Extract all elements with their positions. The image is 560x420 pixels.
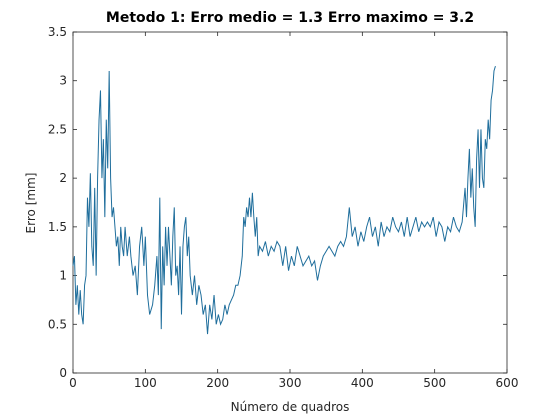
x-tick-label: 100 bbox=[134, 376, 157, 390]
x-tick-label: 400 bbox=[351, 376, 374, 390]
y-tick-label: 3.5 bbox=[48, 25, 67, 39]
x-tick-label: 300 bbox=[279, 376, 302, 390]
x-axis-label: Número de quadros bbox=[231, 400, 350, 414]
plot-frame bbox=[72, 31, 508, 374]
chart-title: Metodo 1: Erro medio = 1.3 Erro maximo =… bbox=[106, 10, 474, 26]
y-tick-label: 1 bbox=[59, 269, 67, 283]
y-tick-label: 2 bbox=[59, 171, 67, 185]
x-tick-label: 200 bbox=[206, 376, 229, 390]
y-tick-label: 3 bbox=[59, 74, 67, 88]
x-tick-label: 500 bbox=[423, 376, 446, 390]
y-axis-label: Erro [mm] bbox=[24, 173, 38, 234]
data-line bbox=[72, 65, 496, 335]
x-tick-label: 600 bbox=[496, 376, 519, 390]
x-tick-label: 0 bbox=[69, 376, 77, 390]
y-tick-label: 0 bbox=[59, 366, 67, 380]
y-tick-label: 1.5 bbox=[48, 220, 67, 234]
y-tick-label: 0.5 bbox=[48, 317, 67, 331]
y-tick-label: 2.5 bbox=[48, 122, 67, 136]
